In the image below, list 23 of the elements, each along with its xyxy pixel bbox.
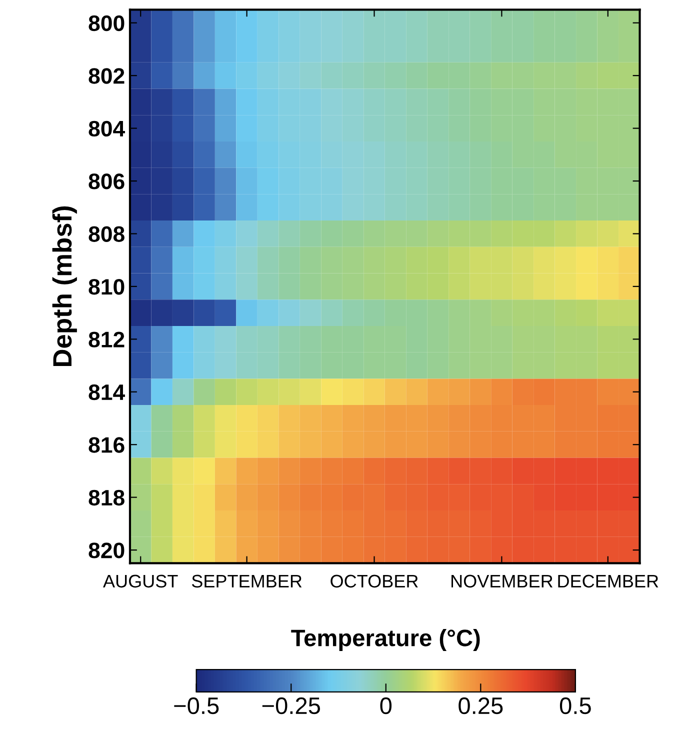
y-tick-label: 812 xyxy=(88,332,124,348)
color-bar-label: 0.25 xyxy=(458,697,503,714)
y-tick-label: 820 xyxy=(88,542,124,558)
x-tick-label: NOVEMBER xyxy=(452,574,553,588)
y-tick-label: 810 xyxy=(88,278,124,295)
x-tick-label: OCTOBER xyxy=(330,574,418,588)
color-bar-title: Temperature (°C) xyxy=(291,628,480,651)
color-bar-label: 0 xyxy=(380,697,392,714)
color-bar-label: −0.25 xyxy=(262,697,320,714)
y-tick-label: 802 xyxy=(88,68,124,84)
x-tick-label: AUGUST xyxy=(103,574,178,588)
color-bar-label: −0.5 xyxy=(174,697,219,714)
y-tick-label: 806 xyxy=(88,174,124,190)
color-bar-label: 0.5 xyxy=(560,697,591,714)
y-tick-label: 800 xyxy=(88,15,124,32)
y-tick-label: 804 xyxy=(88,120,126,137)
y-tick-label: 814 xyxy=(88,384,126,400)
y-tick-label: 818 xyxy=(88,490,124,506)
x-tick-label: DECEMBER xyxy=(558,574,658,588)
y-axis-title: Depth (mbsf) xyxy=(52,206,77,366)
y-tick-label: 808 xyxy=(88,226,124,242)
y-tick-label: 816 xyxy=(88,437,124,453)
x-tick-label: SEPTEMBER xyxy=(192,574,302,588)
